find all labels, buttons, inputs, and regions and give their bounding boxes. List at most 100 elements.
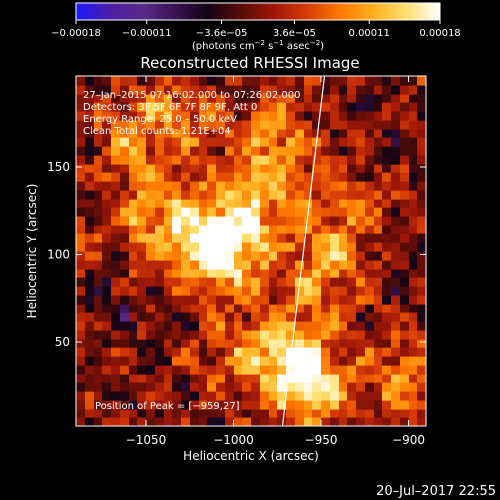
- heatmap-cell: [356, 155, 366, 165]
- heatmap-cell: [312, 251, 322, 261]
- heatmap-cell: [242, 321, 252, 331]
- heatmap-cell: [76, 199, 86, 208]
- heatmap-cell: [304, 417, 313, 426]
- heatmap-cell: [295, 85, 305, 95]
- heatmap-cell: [155, 356, 165, 366]
- heatmap-cell: [312, 365, 322, 375]
- heatmap-cell: [76, 356, 86, 366]
- heatmap-cell: [251, 85, 261, 95]
- heatmap-cell: [120, 295, 130, 305]
- heatmap-cell: [321, 76, 331, 86]
- heatmap-cell: [347, 382, 357, 392]
- heatmap-cell: [76, 277, 86, 287]
- heatmap-cell: [190, 155, 200, 165]
- heatmap-cell: [260, 260, 270, 270]
- heatmap-cell: [234, 251, 243, 261]
- heatmap-cell: [365, 391, 375, 401]
- heatmap-cell: [190, 216, 200, 226]
- heatmap-cell: [207, 277, 217, 287]
- heatmap-cell: [181, 321, 191, 331]
- heatmap-cell: [129, 164, 138, 173]
- heatmap-cell: [347, 356, 357, 366]
- heatmap-cell: [260, 242, 270, 252]
- heatmap-cell: [286, 76, 296, 86]
- heatmap-cell: [207, 356, 217, 366]
- heatmap-cell: [225, 260, 235, 270]
- heatmap-cell: [286, 233, 296, 243]
- heatmap-cell: [304, 409, 313, 418]
- heatmap-cell: [269, 374, 278, 383]
- heatmap-cell: [190, 76, 200, 86]
- heatmap-cell: [120, 347, 130, 357]
- heatmap-cell: [146, 85, 156, 95]
- heatmap-cell: [225, 321, 235, 331]
- heatmap-cell: [409, 233, 418, 243]
- y-tick-label: 100: [47, 248, 70, 262]
- heatmap-cell: [295, 190, 305, 200]
- heatmap-cell: [269, 277, 278, 287]
- heatmap-cell: [76, 137, 86, 147]
- heatmap-cell: [85, 190, 95, 200]
- heatmap-cell: [347, 347, 357, 357]
- heatmap-cell: [137, 129, 147, 138]
- heatmap-cell: [277, 120, 287, 130]
- heatmap-cell: [269, 155, 278, 165]
- heatmap-cell: [339, 120, 348, 130]
- heatmap-cell: [207, 172, 217, 182]
- heatmap-cell: [400, 286, 410, 296]
- heatmap-cell: [339, 374, 348, 383]
- heatmap-cell: [207, 146, 217, 156]
- heatmap-cell: [321, 286, 331, 296]
- heatmap-cell: [111, 347, 121, 357]
- heatmap-cell: [172, 339, 182, 348]
- heatmap-cell: [76, 155, 86, 165]
- heatmap-cell: [260, 199, 270, 208]
- heatmap-cell: [85, 137, 95, 147]
- heatmap-cell: [120, 391, 130, 401]
- heatmap-cell: [172, 409, 182, 418]
- heatmap-cell: [242, 312, 252, 322]
- heatmap-cell: [172, 102, 182, 112]
- heatmap-cell: [94, 102, 103, 112]
- heatmap-cell: [295, 94, 305, 103]
- heatmap-cell: [225, 391, 235, 401]
- heatmap-cell: [304, 216, 313, 226]
- heatmap-cell: [277, 417, 287, 426]
- heatmap-cell: [234, 269, 243, 278]
- heatmap-cell: [391, 312, 401, 322]
- heatmap-cell: [85, 260, 95, 270]
- heatmap-cell: [164, 111, 173, 121]
- heatmap-cell: [146, 155, 156, 165]
- colorbar-tick-label: 0.00018: [419, 28, 460, 39]
- heatmap-cell: [164, 312, 173, 322]
- heatmap-cell: [129, 417, 138, 426]
- heatmap-cell: [146, 102, 156, 112]
- colorbar: −0.00018 −0.00011 −3.6e−05 3.6e−05 0.00011 0.…: [51, 2, 461, 52]
- heatmap-cell: [172, 286, 182, 296]
- heatmap-cell: [269, 400, 278, 410]
- heatmap-cell: [155, 400, 165, 410]
- heatmap-cell: [356, 269, 366, 278]
- heatmap-cell: [382, 400, 392, 410]
- heatmap-cell: [277, 111, 287, 121]
- heatmap-cell: [199, 199, 208, 208]
- heatmap-cell: [207, 137, 217, 147]
- heatmap-cell: [374, 269, 383, 278]
- heatmap-cell: [242, 146, 252, 156]
- heatmap-cell: [277, 94, 287, 103]
- heatmap-cell: [120, 155, 130, 165]
- heatmap-cell: [181, 330, 191, 340]
- heatmap-cell: [260, 321, 270, 331]
- heatmap-cell: [304, 391, 313, 401]
- heatmap-cell: [102, 146, 112, 156]
- heatmap-cell: [181, 277, 191, 287]
- heatmap-cell: [321, 295, 331, 305]
- heatmap-cell: [207, 339, 217, 348]
- heatmap-cell: [356, 260, 366, 270]
- heatmap-cell: [400, 260, 410, 270]
- heatmap-cell: [225, 164, 235, 173]
- heatmap-cell: [347, 172, 357, 182]
- heatmap-cell: [251, 374, 261, 383]
- heatmap-cell: [400, 181, 410, 191]
